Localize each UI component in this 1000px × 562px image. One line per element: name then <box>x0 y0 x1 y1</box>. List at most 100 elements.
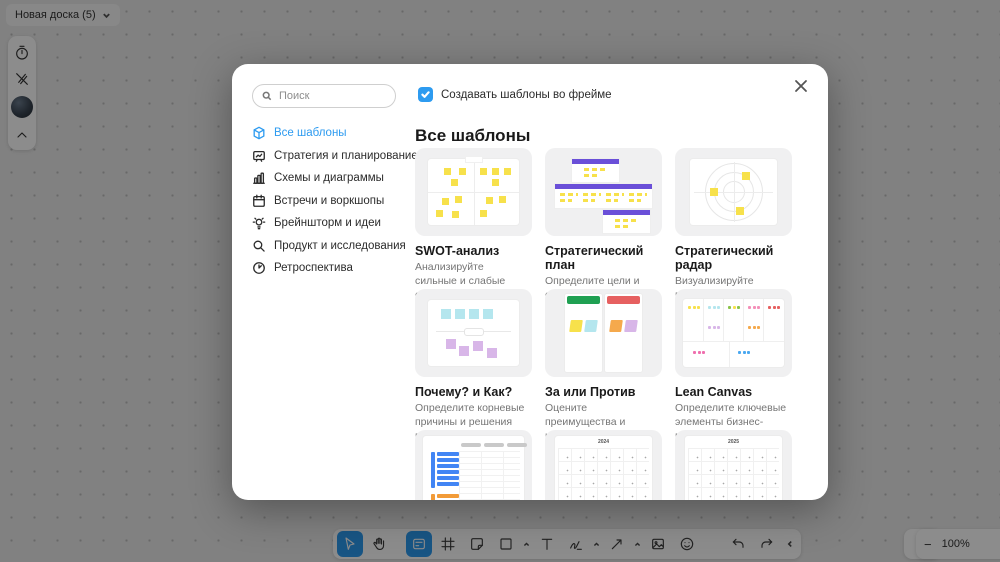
board-title-chip[interactable]: Новая доска (5) <box>6 4 120 26</box>
sidebar-item-diagrams[interactable]: Схемы и диаграммы <box>252 167 412 190</box>
image-tool-button[interactable] <box>645 531 671 557</box>
bottom-toolbar <box>333 529 801 559</box>
collapse-button[interactable] <box>13 126 31 144</box>
chevron-up-icon <box>17 132 27 138</box>
template-thumbnail <box>415 148 532 236</box>
templates-modal: Создавать шаблоны во фрейме Все шаблоны … <box>232 64 828 500</box>
sidebar-item-label: Ретроспектива <box>274 262 353 275</box>
sidebar-item-all-templates[interactable]: Все шаблоны <box>252 122 412 145</box>
template-title: Почему? и Как? <box>415 385 513 399</box>
shape-options-caret[interactable] <box>522 531 531 557</box>
sidebar-item-label: Встречи и воркшопы <box>274 194 385 207</box>
template-title: Стратегический радар <box>675 244 774 272</box>
redo-button[interactable] <box>754 531 780 557</box>
close-modal-button[interactable] <box>790 76 812 98</box>
undo-icon <box>732 538 744 548</box>
shape-icon <box>500 538 512 550</box>
template-title: Стратегический план <box>545 244 644 272</box>
hand-tool-button[interactable] <box>366 531 392 557</box>
caret-up-icon <box>634 541 641 546</box>
laser-off-icon <box>16 73 28 85</box>
frame-tool-button[interactable] <box>435 531 461 557</box>
chevron-left-icon <box>787 541 792 547</box>
redo-icon <box>761 538 773 548</box>
template-thumbnail: 2024 <box>545 430 662 500</box>
emoji-icon <box>680 537 694 551</box>
templates-icon <box>413 538 425 550</box>
minus-icon: − <box>924 536 932 552</box>
toolbar-collapse-button[interactable] <box>783 531 797 557</box>
template-thumbnail: 2025 <box>675 430 792 500</box>
laser-off-button[interactable] <box>13 70 31 88</box>
sidebar-item-label: Все шаблоны <box>274 127 347 140</box>
pen-tool-button[interactable] <box>563 531 589 557</box>
template-card-lean-canvas[interactable]: Lean Canvas Определите ключевые элементы… <box>675 289 792 442</box>
chevron-down-icon <box>102 13 110 18</box>
sidebar-item-strategy[interactable]: Стратегия и планирование <box>252 145 418 168</box>
template-title: За или Против <box>545 385 636 399</box>
text-icon <box>541 538 553 550</box>
zoom-controls: − 100% <box>916 529 1000 559</box>
lightbulb-icon <box>252 217 266 230</box>
templates-grid: SWOT-анализ Анализируйте сильные и слабы… <box>415 148 792 500</box>
template-categories: Все шаблоны Стратегия и планирование Схе… <box>252 122 418 280</box>
template-card-swot[interactable]: SWOT-анализ Анализируйте сильные и слабы… <box>415 148 532 301</box>
calendar-icon <box>253 194 265 207</box>
sidebar-item-retrospective[interactable]: Ретроспектива <box>252 257 412 280</box>
board-title: Новая доска (5) <box>15 9 96 21</box>
arrow-icon <box>611 539 622 550</box>
emoji-tool-button[interactable] <box>674 531 700 557</box>
image-icon <box>652 538 664 550</box>
zoom-out-button[interactable]: − <box>924 537 932 552</box>
template-thumbnail <box>675 289 792 377</box>
caret-up-icon <box>593 541 600 546</box>
sidebar-item-meetings[interactable]: Встречи и воркшопы <box>252 190 412 213</box>
sticky-note-icon <box>471 538 483 550</box>
sticky-note-tool-button[interactable] <box>464 531 490 557</box>
calendar-year: 2024 <box>597 439 610 445</box>
close-icon <box>795 79 807 92</box>
pen-icon <box>570 541 582 550</box>
hand-pan-icon <box>373 537 385 551</box>
timer-button[interactable] <box>13 44 31 62</box>
text-tool-button[interactable] <box>534 531 560 557</box>
template-card-strategic-radar[interactable]: Стратегический радар Визуализируйте прио… <box>675 148 792 315</box>
calendar-year: 2025 <box>727 439 740 445</box>
template-card-why-how[interactable]: Почему? и Как? Определите корневые причи… <box>415 289 532 442</box>
template-card-pros-cons[interactable]: За или Против Оцените преимущества и нед… <box>545 289 662 442</box>
arrow-options-caret[interactable] <box>633 531 642 557</box>
search-icon <box>262 91 272 101</box>
frame-checkbox-label: Создавать шаблоны во фрейме <box>441 88 612 101</box>
templates-tool-button[interactable] <box>406 531 432 557</box>
template-card-calendar-2024[interactable]: 2024 <box>545 430 662 500</box>
zoom-level[interactable]: 100% <box>941 538 970 550</box>
pen-options-caret[interactable] <box>592 531 601 557</box>
template-title: SWOT-анализ <box>415 244 500 258</box>
user-avatar[interactable] <box>11 96 33 118</box>
template-card-strategic-plan[interactable]: Стратегический план Определите цели и ст… <box>545 148 662 315</box>
caret-up-icon <box>523 541 530 546</box>
timer-icon <box>16 45 28 60</box>
template-card-calendar-2025[interactable]: 2025 <box>675 430 792 500</box>
magnifier-icon <box>253 240 265 252</box>
template-thumbnail <box>675 148 792 236</box>
history-icon <box>253 262 265 275</box>
select-tool-button[interactable] <box>337 531 363 557</box>
frame-checkbox-row: Создавать шаблоны во фрейме <box>418 87 612 102</box>
sidebar-item-product-research[interactable]: Продукт и исследования <box>252 235 412 258</box>
select-cursor-icon <box>345 537 355 550</box>
template-search[interactable] <box>252 84 396 108</box>
sidebar-item-label: Схемы и диаграммы <box>274 172 384 185</box>
undo-button[interactable] <box>725 531 751 557</box>
template-thumbnail <box>545 148 662 236</box>
search-input[interactable] <box>277 89 386 103</box>
shape-tool-button[interactable] <box>493 531 519 557</box>
sidebar-item-brainstorm[interactable]: Брейншторм и идеи <box>252 212 412 235</box>
cube-icon <box>253 126 265 140</box>
arrow-tool-button[interactable] <box>604 531 630 557</box>
frame-checkbox[interactable] <box>418 87 433 102</box>
template-card-table[interactable] <box>415 430 532 500</box>
bar-chart-icon <box>253 172 265 185</box>
frame-icon <box>441 537 455 551</box>
check-icon <box>421 91 430 98</box>
